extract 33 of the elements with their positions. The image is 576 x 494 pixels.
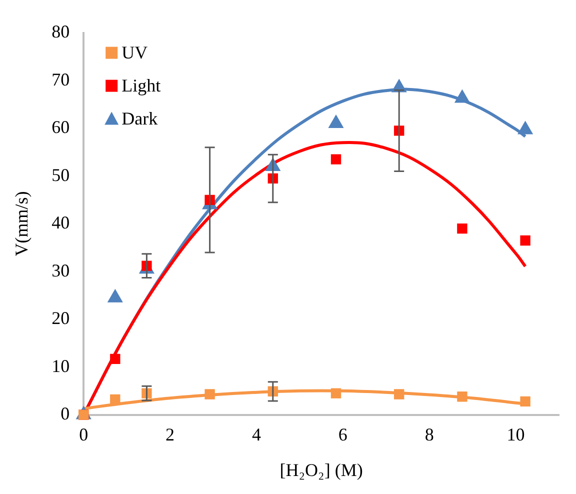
x-tick-label: 6	[338, 424, 348, 444]
point	[457, 223, 468, 234]
point	[330, 154, 342, 164]
x-tick-label: 10	[506, 424, 525, 444]
point	[204, 389, 215, 400]
y-axis-title: V(mm/s)	[12, 191, 32, 256]
point	[394, 389, 404, 400]
x-tick-label: 4	[252, 424, 261, 444]
point	[110, 394, 120, 405]
y-tick-label: 20	[52, 308, 70, 328]
point	[454, 90, 470, 103]
point	[520, 396, 530, 407]
x-tick-label: 8	[424, 424, 434, 444]
point	[518, 121, 533, 134]
point	[457, 392, 468, 402]
y-tick-label: 10	[52, 356, 70, 376]
point	[328, 115, 344, 128]
legend-label: UV	[122, 42, 148, 63]
legend-label: Light	[122, 76, 161, 96]
y-tick-label: 0	[60, 404, 70, 424]
y-tick-label: 70	[52, 69, 70, 90]
y-tick-label: 30	[52, 260, 70, 280]
x-tick-label: 2	[166, 424, 175, 444]
legend-label: Dark	[122, 108, 158, 129]
y-tick-label: 50	[52, 164, 70, 185]
point	[330, 388, 342, 398]
point	[520, 235, 530, 246]
x-tick-label: 0	[79, 424, 88, 444]
y-tick-label: 40	[52, 212, 70, 233]
y-tick-label: 80	[52, 22, 70, 42]
y-tick-label: 60	[52, 117, 70, 138]
point	[110, 354, 120, 364]
x-axis-title: [H₂O₂] (M)	[280, 460, 363, 480]
